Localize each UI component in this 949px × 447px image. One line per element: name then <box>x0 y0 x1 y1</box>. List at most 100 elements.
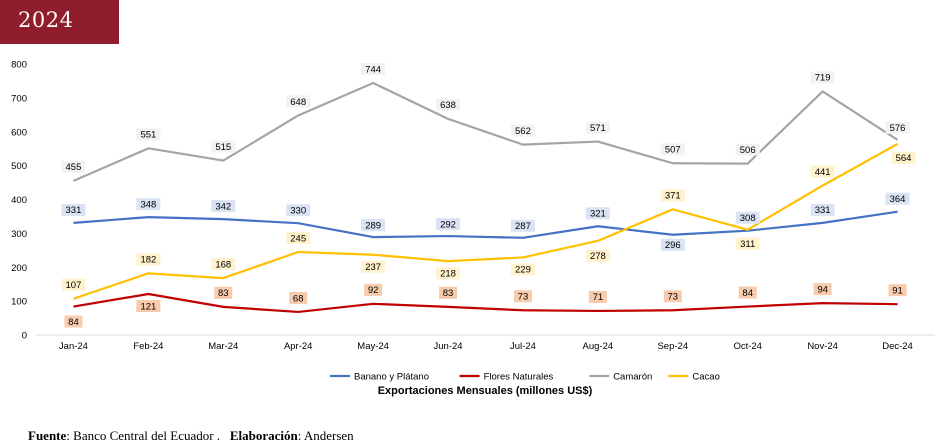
data-label: 107 <box>66 280 82 291</box>
data-label-bg <box>286 95 311 108</box>
year-label: 2024 <box>18 8 74 32</box>
data-label: 168 <box>215 259 231 270</box>
x-tick-label: Dec-24 <box>882 341 913 352</box>
x-tick-label: Apr-24 <box>284 341 313 352</box>
legend-label: Cacao <box>692 372 719 383</box>
data-label-bg <box>813 283 832 296</box>
data-label: 83 <box>218 288 229 299</box>
data-label-bg <box>660 189 685 202</box>
x-axis-title: Exportaciones Mensuales (millones US$) <box>378 385 593 397</box>
elaboracion-value: : Andersen <box>297 428 354 443</box>
data-label: 648 <box>290 97 306 108</box>
x-tick-label: May-24 <box>357 341 389 352</box>
x-tick-label: Jun-24 <box>434 341 463 352</box>
data-label-bg <box>361 62 386 75</box>
data-label: 287 <box>515 221 531 232</box>
data-label: 719 <box>815 73 831 84</box>
data-label: 638 <box>440 100 456 111</box>
x-tick-label: Oct-24 <box>733 341 762 352</box>
data-label-bg <box>735 237 760 250</box>
data-label: 296 <box>665 240 681 251</box>
data-label: 507 <box>665 145 681 156</box>
data-label: 73 <box>668 292 679 303</box>
data-label-bg <box>61 278 86 291</box>
legend-label: Camarón <box>613 372 652 383</box>
data-label-bg <box>891 151 916 164</box>
series-line <box>73 142 899 300</box>
data-label-bg <box>361 219 386 232</box>
data-label: 229 <box>515 265 531 276</box>
data-label: 278 <box>590 251 606 262</box>
data-label: 342 <box>215 201 231 212</box>
data-label-bg <box>735 143 760 156</box>
data-label: 331 <box>66 205 82 216</box>
data-label-bg <box>888 284 907 297</box>
data-label-bg <box>738 286 757 299</box>
y-tick-label: 800 <box>11 60 27 71</box>
data-label: 364 <box>890 194 906 205</box>
y-tick-label: 700 <box>11 93 27 104</box>
data-label-bg <box>585 121 610 134</box>
data-label-bg <box>286 232 311 245</box>
data-label-bg <box>211 140 236 153</box>
data-label-bg <box>436 267 461 280</box>
data-label-bg <box>436 218 461 231</box>
data-label: 562 <box>515 126 531 137</box>
fuente-label: Fuente <box>28 428 67 443</box>
data-label-bg <box>436 98 461 111</box>
data-label: 121 <box>140 301 156 312</box>
y-tick-label: 200 <box>11 263 27 274</box>
data-label: 330 <box>290 206 306 217</box>
y-tick-label: 0 <box>22 331 27 342</box>
data-label-bg <box>136 128 161 141</box>
data-label: 551 <box>140 130 156 141</box>
data-label: 71 <box>593 292 604 303</box>
y-tick-label: 300 <box>11 229 27 240</box>
legend-label: Flores Naturales <box>484 372 554 383</box>
data-label: 292 <box>440 219 456 230</box>
y-tick-label: 600 <box>11 127 27 138</box>
data-label: 84 <box>742 288 753 299</box>
data-label: 506 <box>740 145 756 156</box>
x-tick-label: Nov-24 <box>807 341 838 352</box>
legend-label: Banano y Plátano <box>354 372 429 383</box>
data-label-bg <box>660 143 685 156</box>
data-label-bg <box>214 286 233 299</box>
data-label: 83 <box>443 288 454 299</box>
data-label-bg <box>136 198 161 211</box>
data-label: 348 <box>140 199 156 210</box>
data-label-bg <box>588 290 607 303</box>
data-label: 515 <box>215 142 231 153</box>
source-footer: Fuente: Banco Central del Ecuador . Elab… <box>28 428 354 444</box>
data-label: 289 <box>365 220 381 231</box>
data-label-bg <box>585 249 610 262</box>
elaboracion-label: Elaboración <box>229 428 298 443</box>
data-label-bg <box>361 260 386 273</box>
data-label: 218 <box>440 268 456 279</box>
data-label-bg <box>513 290 532 303</box>
y-tick-label: 100 <box>11 297 27 308</box>
line-chart: 0 100 200 300 400 500 600 700 800 Jan-24 Feb-24 Mar… <box>11 60 935 397</box>
data-label-bg <box>885 192 910 205</box>
data-label: 331 <box>815 205 831 216</box>
data-label: 564 <box>896 153 912 164</box>
data-label: 237 <box>365 262 381 273</box>
series-line <box>73 210 898 239</box>
data-label-bg <box>289 291 308 304</box>
data-label-bg <box>810 71 835 84</box>
year-banner: 2024 <box>0 0 119 44</box>
data-label-bg <box>136 253 161 266</box>
data-label: 308 <box>740 213 756 224</box>
x-tick-label: Jul-24 <box>510 341 536 352</box>
data-label-bg <box>439 286 458 299</box>
x-tick-label: Aug-24 <box>583 341 614 352</box>
fuente-value: : Banco Central del Ecuador . <box>66 428 221 443</box>
data-label: 73 <box>518 292 529 303</box>
data-label-bg <box>61 203 86 216</box>
data-label: 92 <box>368 285 379 296</box>
data-label-bg <box>211 258 236 271</box>
x-tick-label: Feb-24 <box>133 341 163 352</box>
data-label-bg <box>61 160 86 173</box>
series-line <box>73 81 899 182</box>
data-label-bg <box>510 263 535 276</box>
